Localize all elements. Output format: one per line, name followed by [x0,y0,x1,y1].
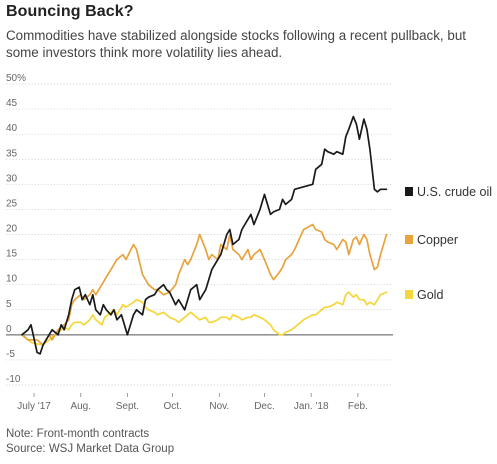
grid-lines [6,83,393,386]
x-tick-label: Oct. [163,401,181,412]
footnote: Note: Front-month contracts [6,428,150,440]
y-tick-label: 5 [6,299,12,310]
legend-label: U.S. crude oil [417,185,492,199]
series-line-copper [21,223,388,346]
x-tick-label: July '17 [17,401,51,412]
y-tick-label: 10 [6,274,18,285]
legend-label: Copper [417,233,458,247]
x-tick-label: Nov. [209,401,229,412]
x-tick-label: Sept. [116,401,139,412]
source-note: Source: WSJ Market Data Group [6,443,175,455]
y-tick-label: 0 [6,324,12,335]
series-line-gold [21,291,388,346]
x-tick-label: Dec. [254,401,275,412]
y-axis-ticks: 50% 45 40 35 30 25 20 15 10 5 0 -5 -10 [6,73,26,385]
chart-subtitle: Commodities have stabilized alongside st… [6,28,466,60]
legend: U.S. crude oil Copper Gold [405,185,492,302]
y-tick-label: 30 [6,173,18,184]
chart-notes: Note: Front-month contracts Source: WSJ … [6,427,174,457]
y-tick-label: 45 [6,98,18,109]
x-axis-ticks: July '17 Aug. Sept. Oct. Nov. Dec. Jan. '18 Feb… [17,393,368,412]
legend-swatch [405,235,413,244]
y-tick-label: 15 [6,249,18,260]
x-tick-label: Jan. '18 [294,401,329,412]
y-tick-label: 35 [6,148,18,159]
legend-swatch [405,290,413,299]
x-tick-label: Aug. [70,401,91,412]
y-tick-label: -10 [6,374,21,385]
y-tick-label: 40 [6,123,18,134]
series-line-u-s-crude-oil [21,115,388,355]
chart-title: Bouncing Back? [6,3,134,20]
legend-swatch [405,187,413,196]
y-tick-label: 50% [6,73,26,84]
legend-label: Gold [417,288,443,302]
x-tick-label: Feb. [348,401,368,412]
y-tick-label: -5 [6,349,15,360]
y-tick-label: 25 [6,198,18,209]
y-tick-label: 20 [6,224,18,235]
series-lines [21,115,388,355]
